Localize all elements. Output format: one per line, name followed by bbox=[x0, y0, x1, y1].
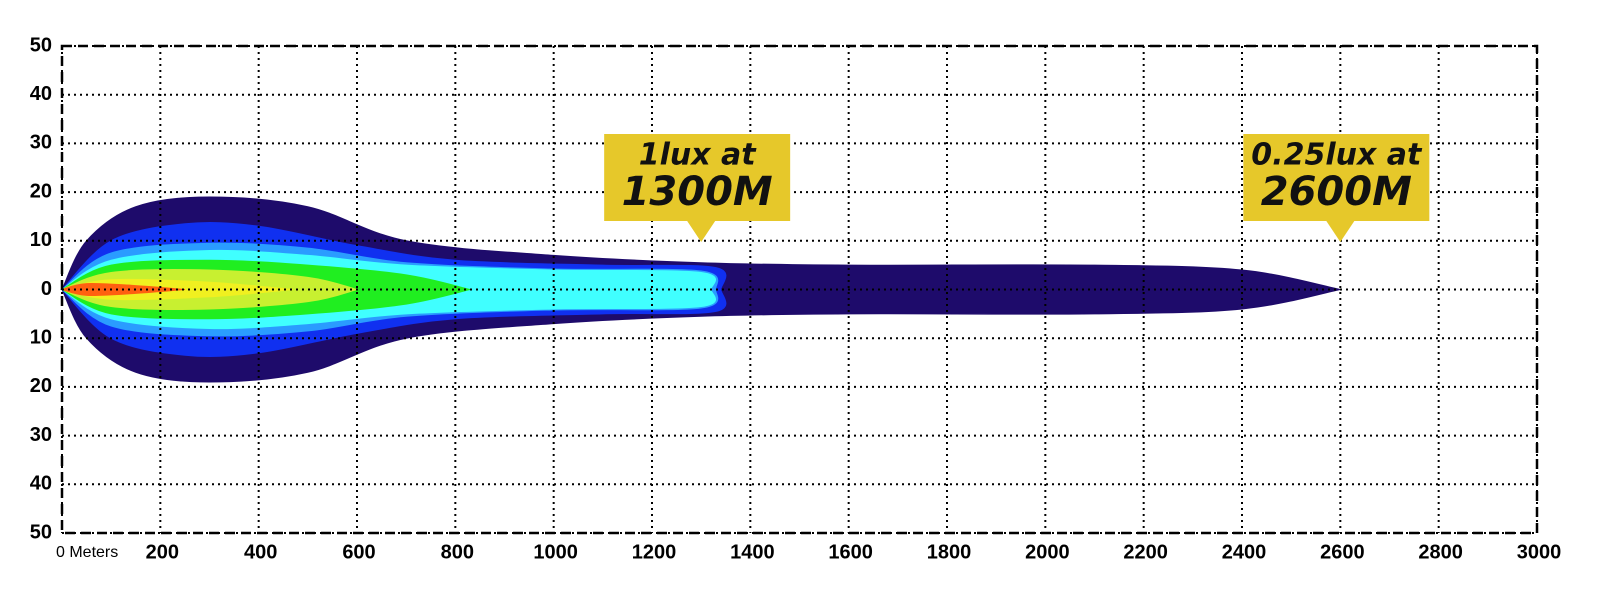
annotation-line2: 2600M bbox=[1261, 169, 1412, 215]
annotation-box bbox=[604, 134, 791, 221]
y-tick-label: 10 bbox=[30, 229, 52, 251]
annotation-line1: 1lux at bbox=[639, 138, 758, 173]
y-tick-label: 10 bbox=[30, 326, 52, 348]
y-tick-label: 30 bbox=[30, 132, 52, 154]
x-tick-label: 200 bbox=[146, 541, 179, 563]
x-tick-label: 2400 bbox=[1222, 541, 1267, 563]
y-tick-label: 50 bbox=[30, 34, 52, 56]
x-tick-label: 2800 bbox=[1418, 541, 1463, 563]
x-tick-label: 1000 bbox=[533, 541, 578, 563]
annotation-line2: 1300M bbox=[622, 169, 773, 215]
x-tick-label: 0 Meters bbox=[56, 544, 118, 561]
y-tick-label: 40 bbox=[30, 473, 52, 495]
x-tick-label: 400 bbox=[244, 541, 277, 563]
y-tick-label: 50 bbox=[30, 521, 52, 543]
y-tick-label: 40 bbox=[30, 83, 52, 105]
annotation-line1: 0.25lux at bbox=[1251, 138, 1423, 173]
y-tick-label: 20 bbox=[30, 375, 52, 397]
x-tick-label: 1600 bbox=[828, 541, 873, 563]
beam-contour bbox=[61, 289, 185, 296]
annotation-pointer bbox=[1326, 221, 1355, 242]
x-tick-label: 1800 bbox=[927, 541, 972, 563]
y-tick-label: 0 bbox=[41, 278, 52, 300]
y-tick-label: 30 bbox=[30, 424, 52, 446]
annotation-pointer bbox=[687, 221, 716, 242]
x-tick-label: 1400 bbox=[730, 541, 775, 563]
x-tick-label: 2600 bbox=[1320, 541, 1365, 563]
x-tick-label: 800 bbox=[441, 541, 474, 563]
beam-contour bbox=[61, 283, 185, 290]
plot-frame bbox=[60, 44, 1539, 535]
annotation-box bbox=[1243, 134, 1430, 221]
x-tick-label: 2000 bbox=[1025, 541, 1070, 563]
x-tick-label: 2200 bbox=[1123, 541, 1168, 563]
x-tick-label: 3000 bbox=[1517, 541, 1562, 563]
y-tick-label: 20 bbox=[30, 180, 52, 202]
x-tick-label: 1200 bbox=[632, 541, 677, 563]
x-tick-label: 600 bbox=[342, 541, 375, 563]
